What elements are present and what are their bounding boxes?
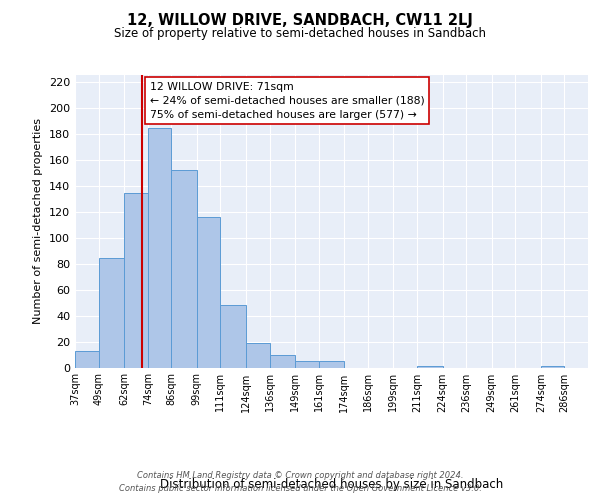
Bar: [75, 350, 98, 368]
Bar: [98, 258, 124, 368]
Text: 12 WILLOW DRIVE: 71sqm
← 24% of semi-detached houses are smaller (188)
75% of se: 12 WILLOW DRIVE: 71sqm ← 24% of semi-det…: [149, 82, 424, 120]
Bar: [246, 343, 269, 367]
Bar: [220, 305, 246, 368]
X-axis label: Distribution of semi-detached houses by size in Sandbach: Distribution of semi-detached houses by …: [160, 478, 503, 492]
Text: Size of property relative to semi-detached houses in Sandbach: Size of property relative to semi-detach…: [114, 28, 486, 40]
Bar: [295, 361, 319, 368]
Text: Contains HM Land Registry data © Crown copyright and database right 2024.: Contains HM Land Registry data © Crown c…: [137, 471, 463, 480]
Bar: [124, 194, 148, 368]
Bar: [541, 366, 565, 368]
Y-axis label: Number of semi-detached properties: Number of semi-detached properties: [34, 118, 43, 324]
Bar: [269, 354, 295, 368]
Bar: [319, 361, 344, 368]
Text: Contains public sector information licensed under the Open Government Licence v3: Contains public sector information licen…: [119, 484, 481, 493]
Bar: [417, 366, 443, 368]
Bar: [197, 216, 220, 368]
Bar: [172, 170, 197, 368]
Bar: [148, 128, 172, 368]
Text: 12, WILLOW DRIVE, SANDBACH, CW11 2LJ: 12, WILLOW DRIVE, SANDBACH, CW11 2LJ: [127, 12, 473, 28]
